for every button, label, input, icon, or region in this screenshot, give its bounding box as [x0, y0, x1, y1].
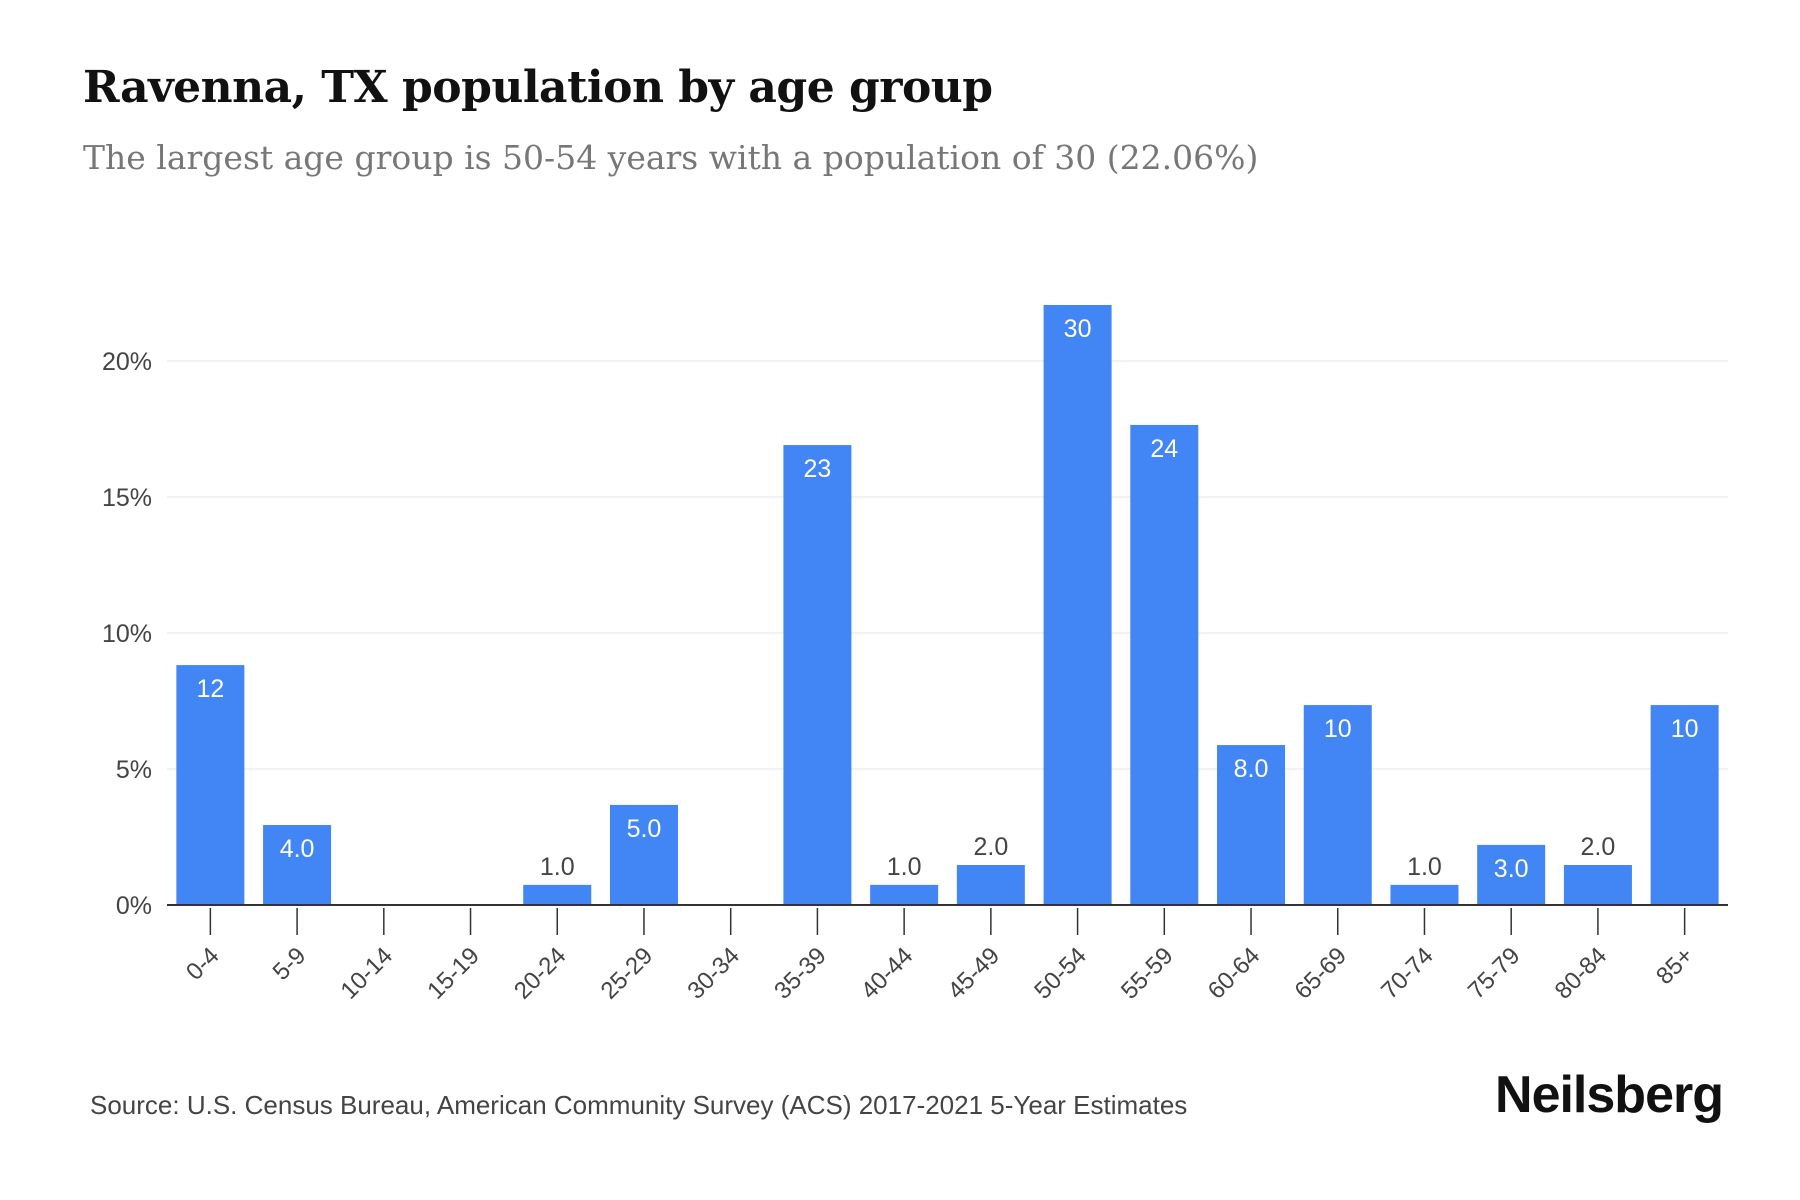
data-label: 10: [1671, 715, 1699, 743]
bar: [870, 884, 939, 905]
bar: [1217, 745, 1286, 905]
bar: [176, 665, 245, 905]
data-label: 1.0: [540, 853, 575, 881]
x-tick-label: 25-29: [596, 942, 659, 1005]
bar: [783, 445, 852, 905]
bar: [1477, 844, 1546, 905]
x-tick-label: 55-59: [1116, 942, 1179, 1005]
y-tick-label: 15%: [102, 484, 152, 512]
data-label: 2.0: [973, 833, 1008, 861]
bar: [956, 865, 1025, 905]
x-tick-label: 10-14: [336, 942, 399, 1005]
bar: [1130, 424, 1199, 905]
x-tick-label: 45-49: [943, 942, 1006, 1005]
bar: [1563, 865, 1632, 905]
bar: [609, 804, 678, 905]
y-tick-label: 0%: [116, 892, 152, 920]
y-tick-label: 5%: [116, 756, 152, 784]
chart-subtitle: The largest age group is 50-54 years wit…: [83, 138, 1259, 177]
x-tick-label: 30-34: [682, 942, 745, 1005]
data-label: 3.0: [1494, 855, 1529, 883]
x-tick-label: 80-84: [1550, 942, 1613, 1005]
data-label: 24: [1150, 435, 1178, 463]
bar: [263, 825, 332, 905]
bar-chart: 0% 5% 10% 15% 20% 12 0-4 4.0 5-9 10-14 15-19 1.0 20-…: [102, 305, 1728, 1005]
bar: [1390, 884, 1459, 905]
x-tick-label: 40-44: [856, 942, 919, 1005]
x-tick-label: 0-4: [181, 942, 225, 986]
x-tick-label: 50-54: [1029, 942, 1092, 1005]
brand-logo: Neilsberg: [1495, 1066, 1724, 1124]
data-label: 10: [1324, 715, 1352, 743]
x-tick-label: 85+: [1651, 942, 1699, 990]
x-tick-label: 5-9: [268, 942, 312, 986]
x-tick-label: 60-64: [1203, 942, 1266, 1005]
y-tick-label: 20%: [102, 348, 152, 376]
bar: [523, 884, 592, 905]
x-tick-label: 20-24: [509, 942, 572, 1005]
x-tick-label: 35-39: [769, 942, 832, 1005]
bar: [1303, 705, 1372, 905]
x-tick-label: 65-69: [1289, 942, 1352, 1005]
data-label: 4.0: [280, 835, 315, 863]
data-label: 2.0: [1581, 833, 1616, 861]
data-label: 12: [196, 675, 224, 703]
data-label: 1.0: [1407, 853, 1442, 881]
data-label: 23: [804, 455, 832, 483]
y-tick-label: 10%: [102, 620, 152, 648]
x-tick-label: 15-19: [422, 942, 485, 1005]
data-label: 5.0: [627, 815, 662, 843]
data-label: 1.0: [887, 853, 922, 881]
source-note: Source: U.S. Census Bureau, American Com…: [90, 1090, 1188, 1120]
data-label: 30: [1064, 315, 1092, 343]
bar: [1650, 705, 1719, 905]
x-tick-label: 75-79: [1463, 942, 1526, 1005]
x-tick-label: 70-74: [1376, 942, 1439, 1005]
data-label: 8.0: [1234, 755, 1269, 783]
bar: [1043, 305, 1112, 905]
chart-title: Ravenna, TX population by age group: [83, 62, 993, 113]
